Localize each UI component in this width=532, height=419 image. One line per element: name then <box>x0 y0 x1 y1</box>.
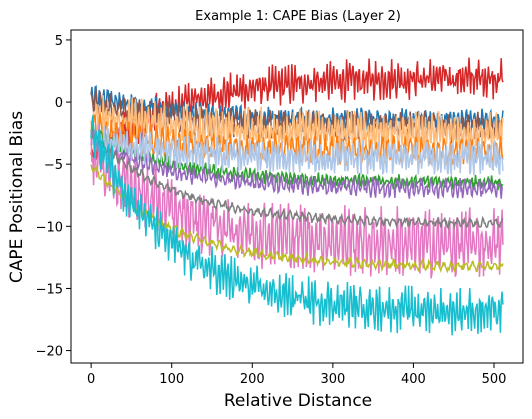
x-tick-label: 400 <box>401 372 426 387</box>
x-tick-label: 300 <box>320 372 345 387</box>
chart-title: Example 1: CAPE Bias (Layer 2) <box>195 9 401 24</box>
y-tick-label: 5 <box>55 34 63 49</box>
x-tick-label: 0 <box>87 372 95 387</box>
series-line-10 <box>90 130 504 231</box>
x-tick-label: 100 <box>159 372 184 387</box>
x-axis-label: Relative Distance <box>224 391 372 411</box>
y-tick-label: −5 <box>44 158 63 173</box>
series-line-9 <box>90 123 504 279</box>
y-tick-label: −20 <box>36 345 63 360</box>
y-tick-label: −15 <box>36 282 63 297</box>
x-tick-label: 200 <box>240 372 265 387</box>
x-tick-label: 500 <box>482 372 507 387</box>
series-line-8 <box>90 124 504 176</box>
series-layer <box>90 57 504 336</box>
y-tick-label: 0 <box>55 96 63 111</box>
y-axis: 5 0 −5 −10 −15 −20 <box>36 34 71 360</box>
series-line-7 <box>90 130 503 199</box>
plot-frame <box>70 29 524 364</box>
x-axis: 0 100 200 300 400 500 <box>87 363 506 387</box>
series-line-5 <box>90 113 504 166</box>
series-line-12 <box>90 115 504 336</box>
y-tick-label: −10 <box>36 220 63 235</box>
y-axis-label: CAPE Positional Bias <box>7 111 27 283</box>
